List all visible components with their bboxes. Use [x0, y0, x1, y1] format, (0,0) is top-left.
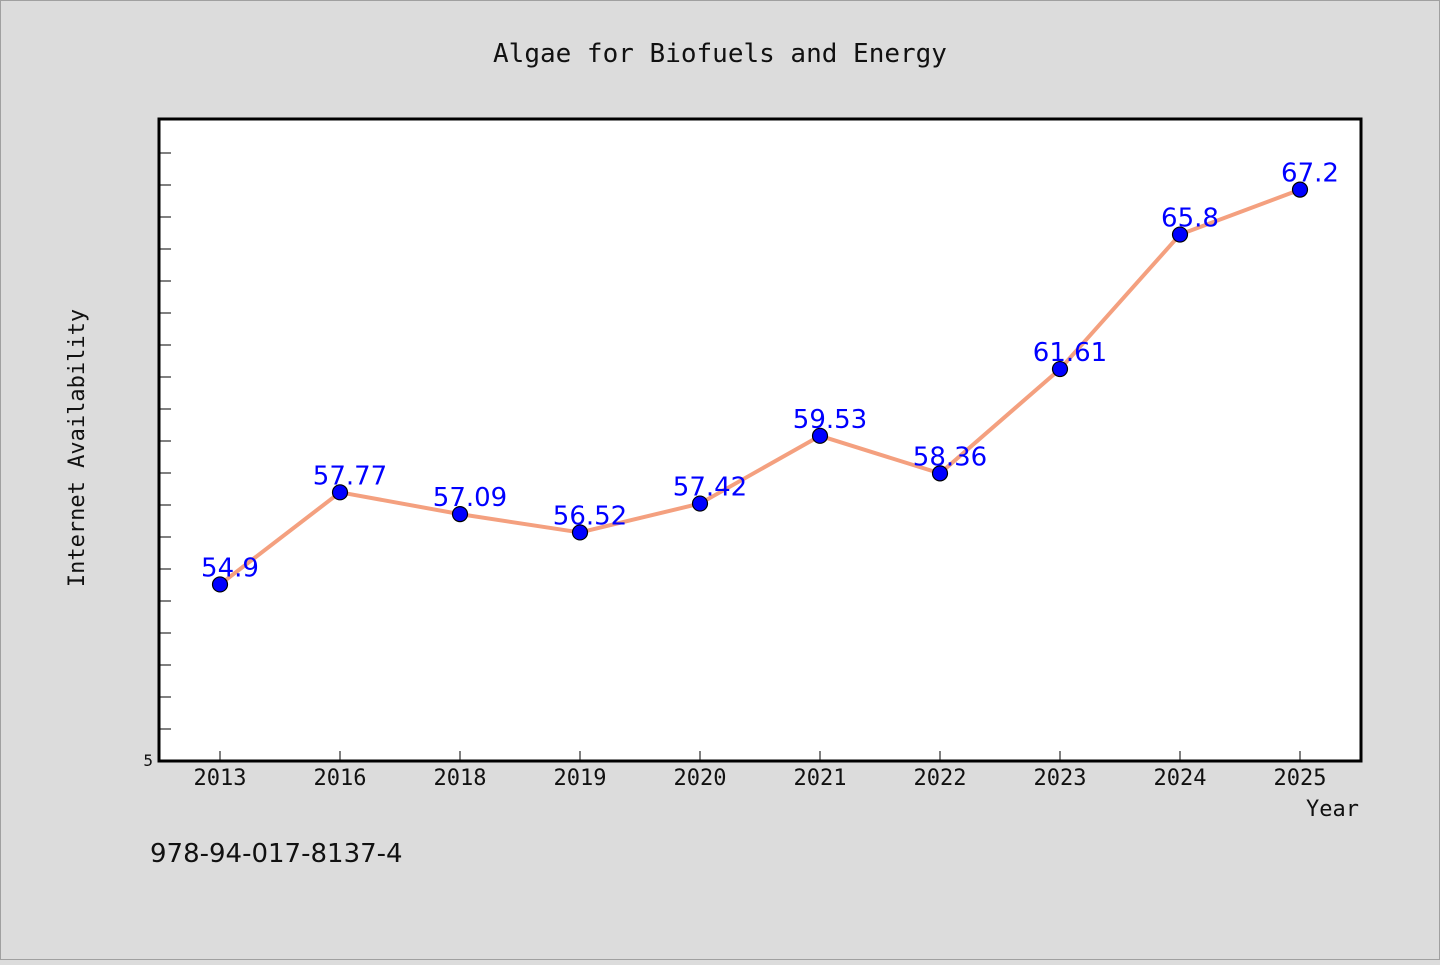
- x-axis-label: Year: [1306, 797, 1359, 822]
- data-point: [691, 495, 709, 512]
- x-tick-label: 2013: [194, 766, 247, 791]
- data-point: [331, 484, 349, 501]
- data-labels: 54.9 57.77 57.09 56.52 57.42 59.53 58.36 61.61 6…: [201, 159, 1339, 584]
- data-label: 65.8: [1161, 204, 1219, 234]
- x-tick-label: 2021: [794, 766, 847, 791]
- data-point: [1291, 181, 1309, 198]
- chart-title: Algae for Biofuels and Energy: [493, 39, 947, 69]
- series-line: [218, 187, 1301, 587]
- x-tick-label: 2023: [1034, 766, 1087, 791]
- x-tick-label: 2020: [674, 766, 727, 791]
- x-tick-label: 2018: [434, 766, 487, 791]
- x-tick-label: 2025: [1274, 766, 1327, 791]
- x-axis-ticks: 2013 2016 2018 2019 2020 2021 2022 2023 2024 2025: [194, 751, 1327, 791]
- data-point: [571, 524, 589, 541]
- data-point: [211, 576, 229, 593]
- y-tick-label: 5: [143, 751, 153, 770]
- data-point: [1051, 360, 1069, 378]
- data-label: 57.09: [433, 483, 507, 513]
- data-label: 56.52: [553, 501, 627, 531]
- data-label: 67.2: [1281, 159, 1339, 189]
- data-point: [451, 506, 469, 523]
- plot-area: [157, 117, 1363, 763]
- data-label: 58.36: [913, 442, 987, 472]
- footer-isbn: 978-94-017-8137-4: [150, 839, 403, 869]
- data-point: [811, 427, 829, 444]
- x-tick-label: 2016: [314, 766, 367, 791]
- data-label: 57.77: [313, 461, 387, 491]
- data-label: 61.61: [1033, 338, 1107, 368]
- data-label: 54.9: [201, 553, 259, 583]
- data-label: 59.53: [793, 405, 867, 435]
- y-axis-ticks: [159, 152, 171, 730]
- data-point: [1171, 226, 1189, 243]
- x-tick-label: 2019: [554, 766, 607, 791]
- y-axis-label: Internet Availability: [65, 309, 90, 587]
- data-label: 57.42: [673, 473, 747, 503]
- data-point: [931, 465, 949, 482]
- series-markers: [211, 181, 1309, 593]
- x-tick-label: 2024: [1154, 766, 1207, 791]
- x-tick-label: 2022: [914, 766, 967, 791]
